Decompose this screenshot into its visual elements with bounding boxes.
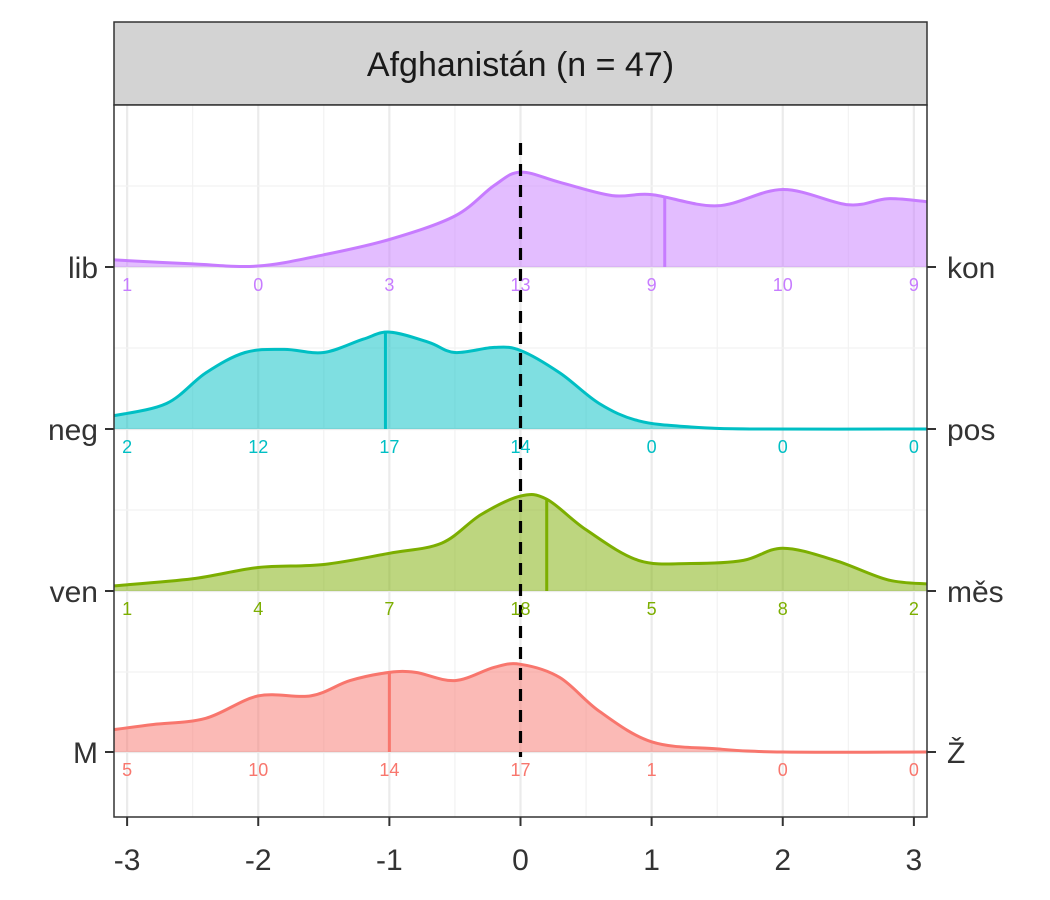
y-tick-label-left: ven	[50, 576, 98, 609]
count-label-lib: 13	[510, 275, 530, 295]
count-label-neg: 0	[647, 437, 657, 457]
y-axis-left: lib neg ven M	[48, 252, 114, 770]
count-label-ven: 1	[122, 599, 132, 619]
y-tick-label-left: M	[73, 737, 98, 770]
count-label-ven: 2	[909, 599, 919, 619]
count-label-neg: 12	[248, 437, 268, 457]
density-curve-neg	[113, 330, 928, 431]
count-label-neg: 17	[379, 437, 399, 457]
count-label-M: 17	[510, 760, 530, 780]
count-labels: 1 0 3 13 9 10 92 12 17 14 0 0 01 4 7 18 5 8 25 10 14 17 1 0 0	[122, 275, 919, 780]
count-label-M: 5	[122, 760, 132, 780]
count-label-ven: 18	[510, 599, 530, 619]
count-label-ven: 8	[778, 599, 788, 619]
count-label-lib: 3	[384, 275, 394, 295]
y-tick-label-left: lib	[68, 252, 98, 285]
y-tick-label-right: měs	[947, 576, 1004, 609]
facet-strip	[113, 21, 928, 106]
y-tick-label-right: pos	[947, 414, 995, 447]
count-label-neg: 14	[510, 437, 530, 457]
count-label-M: 0	[778, 760, 788, 780]
density-curve-ven	[113, 493, 928, 588]
count-label-ven: 7	[384, 599, 394, 619]
x-tick-label: -2	[245, 844, 272, 877]
density-area-lib	[114, 172, 927, 267]
x-tick-label: 0	[512, 844, 529, 877]
count-label-lib: 0	[253, 275, 263, 295]
count-label-ven: 4	[253, 599, 263, 619]
count-label-neg: 0	[778, 437, 788, 457]
count-label-M: 0	[909, 760, 919, 780]
count-label-M: 10	[248, 760, 268, 780]
x-tick-label: 3	[906, 844, 923, 877]
y-tick-label-right: kon	[947, 252, 995, 285]
x-tick-label: -3	[114, 844, 141, 877]
x-tick-label: -1	[376, 844, 403, 877]
count-label-M: 14	[379, 760, 399, 780]
y-axis-right: kon pos měs Ž	[927, 252, 1004, 770]
y-tick-label-left: neg	[48, 414, 98, 447]
x-tick-label: 2	[774, 844, 791, 877]
count-label-lib: 9	[647, 275, 657, 295]
count-label-lib: 10	[773, 275, 793, 295]
count-label-lib: 9	[909, 275, 919, 295]
x-axis: -3 -2 -1 0 1 2 3	[114, 817, 922, 877]
x-tick-label: 1	[643, 844, 660, 877]
facet-strip-title: Afghanistán (n = 47)	[367, 46, 674, 84]
count-label-M: 1	[647, 760, 657, 780]
density-area-M	[114, 663, 927, 753]
count-label-ven: 5	[647, 599, 657, 619]
count-label-lib: 1	[122, 275, 132, 295]
y-tick-label-right: Ž	[947, 737, 965, 770]
density-curve-M	[113, 662, 928, 754]
density-curve-lib	[113, 170, 928, 268]
count-label-neg: 2	[122, 437, 132, 457]
count-label-neg: 0	[909, 437, 919, 457]
